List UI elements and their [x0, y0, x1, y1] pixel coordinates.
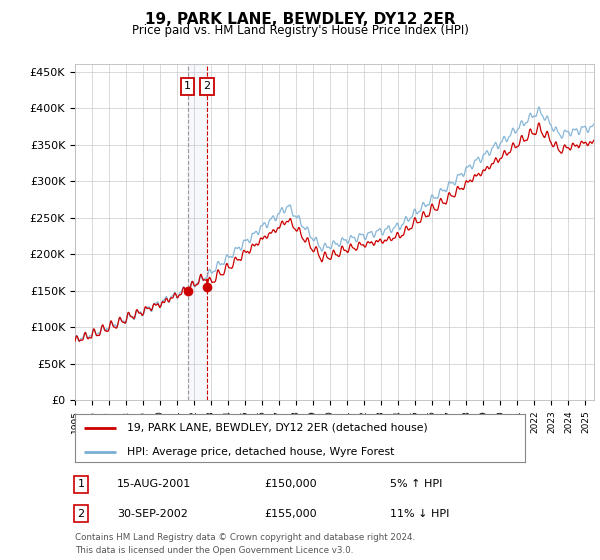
Text: 15-AUG-2001: 15-AUG-2001: [117, 479, 191, 489]
Text: HPI: Average price, detached house, Wyre Forest: HPI: Average price, detached house, Wyre…: [127, 446, 394, 456]
Text: Contains HM Land Registry data © Crown copyright and database right 2024.
This d: Contains HM Land Registry data © Crown c…: [75, 533, 415, 556]
Text: 2: 2: [77, 508, 85, 519]
Text: 1: 1: [184, 81, 191, 91]
Text: 19, PARK LANE, BEWDLEY, DY12 2ER (detached house): 19, PARK LANE, BEWDLEY, DY12 2ER (detach…: [127, 423, 427, 433]
Bar: [188, 64, 207, 400]
Text: £150,000: £150,000: [264, 479, 317, 489]
Text: £155,000: £155,000: [264, 508, 317, 519]
Text: 1: 1: [77, 479, 85, 489]
Text: 11% ↓ HPI: 11% ↓ HPI: [390, 508, 449, 519]
Text: Price paid vs. HM Land Registry's House Price Index (HPI): Price paid vs. HM Land Registry's House …: [131, 24, 469, 38]
Text: 30-SEP-2002: 30-SEP-2002: [117, 508, 188, 519]
Text: 19, PARK LANE, BEWDLEY, DY12 2ER: 19, PARK LANE, BEWDLEY, DY12 2ER: [145, 12, 455, 27]
Text: 5% ↑ HPI: 5% ↑ HPI: [390, 479, 442, 489]
Text: 2: 2: [203, 81, 211, 91]
